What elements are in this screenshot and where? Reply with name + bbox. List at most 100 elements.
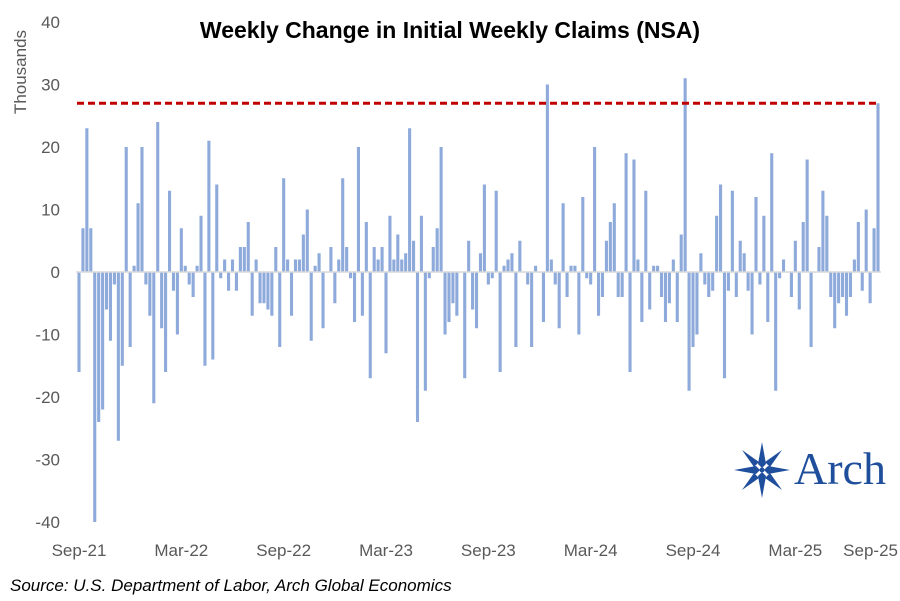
bar-week-140	[628, 272, 632, 372]
bar-week-184	[801, 222, 805, 272]
bar-week-196	[848, 272, 852, 297]
bar-week-151	[671, 259, 675, 272]
bar-week-3	[89, 228, 93, 272]
bar-week-111	[514, 272, 518, 347]
bar-week-57	[301, 234, 305, 272]
bar-week-69	[349, 272, 353, 279]
bar-week-102	[478, 253, 483, 272]
bar-week-152	[675, 272, 679, 322]
bar-week-2	[85, 128, 89, 272]
bar-week-23	[167, 190, 172, 272]
bar-week-60	[313, 265, 317, 272]
bar-week-177	[774, 272, 778, 391]
bar-week-61	[317, 253, 321, 272]
bar-week-25	[175, 272, 179, 335]
x-tick-label: Mar-24	[564, 541, 618, 560]
bar-week-188	[817, 247, 821, 272]
logo-text: Arch	[794, 443, 886, 494]
bar-week-98	[463, 272, 467, 379]
bar-week-106	[494, 190, 498, 272]
bar-week-39	[230, 259, 235, 272]
bar-week-147	[656, 265, 660, 272]
y-tick-label: -10	[35, 326, 60, 345]
bar-week-45	[254, 259, 258, 272]
bar-week-173	[758, 272, 762, 285]
bar-week-130	[589, 272, 593, 285]
compass-star-icon	[734, 442, 790, 498]
bar-week-142	[636, 259, 640, 272]
bar-week-34	[211, 272, 215, 360]
bar-week-94	[447, 272, 451, 322]
y-tick-label: -20	[35, 388, 60, 407]
bar-week-86	[415, 272, 420, 422]
bar-week-83	[404, 253, 408, 272]
bar-week-26	[179, 228, 183, 272]
bar-week-176	[770, 153, 774, 272]
y-tick-label: 40	[41, 13, 60, 32]
bar-week-118	[541, 272, 545, 322]
bar-week-148	[659, 272, 664, 297]
bar-week-81	[396, 234, 400, 272]
bar-week-120	[549, 259, 553, 272]
bar-week-99	[467, 240, 471, 272]
chart: Weekly Change in Initial Weekly Claims (…	[11, 13, 898, 560]
x-tick-label: Sep-21	[52, 541, 107, 560]
bar-week-42	[242, 247, 246, 272]
bar-week-48	[266, 272, 270, 310]
bar-week-95	[451, 272, 455, 304]
bar-week-29	[191, 272, 195, 297]
bar-week-161	[711, 272, 715, 291]
bar-week-186	[809, 272, 813, 347]
bar-week-153	[679, 234, 683, 272]
bar-week-33	[207, 140, 211, 272]
bar-week-101	[474, 272, 479, 329]
bar-week-75	[372, 247, 376, 272]
bar-week-58	[305, 209, 309, 272]
y-tick-label: 30	[41, 76, 60, 95]
bar-week-38	[227, 272, 231, 291]
bar-week-44	[250, 272, 254, 316]
x-axis-ticks: Sep-21 Mar-22 Sep-22 Mar-23 Sep-23 Mar-24 Sep-…	[52, 541, 898, 560]
y-tick-label: 10	[41, 201, 60, 220]
bar-week-172	[754, 197, 758, 272]
bar-week-92	[439, 147, 443, 272]
x-tick-label: Mar-22	[154, 541, 208, 560]
bar-week-79	[388, 215, 392, 272]
bar-week-0	[77, 272, 81, 372]
bar-week-17	[144, 272, 148, 285]
bar-week-64	[329, 247, 333, 272]
bar-week-27	[183, 265, 187, 272]
bar-week-70	[352, 272, 357, 322]
bar-week-126	[573, 265, 577, 272]
bar-week-175	[766, 272, 770, 322]
bar-week-154	[683, 78, 687, 272]
bar-week-110	[510, 253, 514, 272]
bar-week-124	[565, 272, 569, 297]
bar-week-71	[356, 147, 360, 272]
y-axis-label: Thousands	[11, 30, 30, 114]
bar-week-116	[534, 265, 538, 272]
bar-week-201	[868, 272, 872, 304]
bar-week-4	[93, 272, 97, 522]
bar-week-6	[101, 272, 105, 410]
bar-week-20	[156, 122, 160, 272]
bar-week-30	[195, 265, 199, 272]
bar-week-132	[597, 272, 601, 316]
y-tick-label: -40	[35, 513, 60, 532]
x-tick-label: Sep-22	[256, 541, 311, 560]
bar-week-191	[829, 272, 833, 297]
bar-week-14	[132, 265, 136, 272]
bar-week-68	[345, 247, 349, 272]
bar-week-138	[620, 272, 624, 297]
bar-week-37	[223, 259, 227, 272]
bar-week-169	[742, 253, 746, 272]
bar-week-156	[691, 272, 695, 347]
bar-week-200	[864, 209, 868, 272]
bar-week-96	[455, 272, 459, 316]
bar-week-32	[203, 272, 207, 366]
bar-week-103	[482, 184, 486, 272]
bar-week-91	[435, 228, 439, 272]
bar-week-93	[443, 272, 447, 335]
bar-week-115	[530, 272, 534, 347]
bar-week-1	[81, 228, 85, 272]
